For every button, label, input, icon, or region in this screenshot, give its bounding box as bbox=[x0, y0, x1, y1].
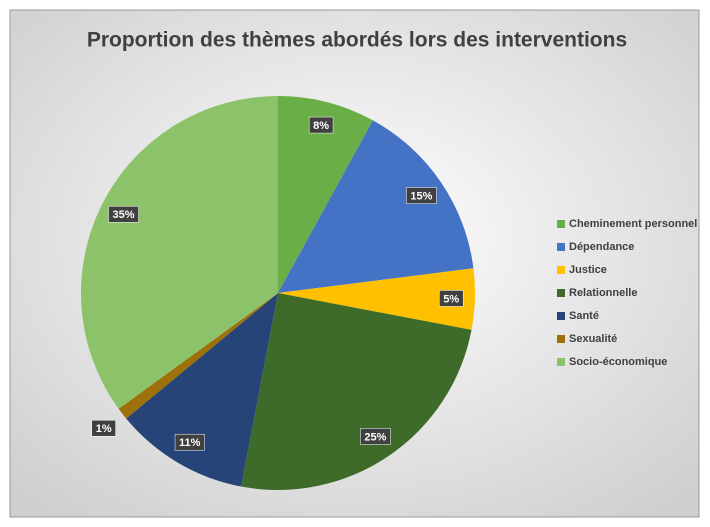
legend-swatch bbox=[557, 243, 565, 251]
data-label-box bbox=[406, 187, 437, 204]
legend-label: Justice bbox=[569, 264, 607, 276]
data-label: 8% bbox=[313, 120, 329, 132]
legend-swatch bbox=[557, 358, 565, 366]
data-label-box bbox=[439, 290, 464, 307]
legend-swatch bbox=[557, 289, 565, 297]
legend-swatch bbox=[557, 220, 565, 228]
legend-label: Relationnelle bbox=[569, 287, 637, 299]
data-label-box bbox=[360, 428, 391, 445]
legend-swatch bbox=[557, 266, 565, 274]
legend-swatch bbox=[557, 312, 565, 320]
chart-title: Proportion des thèmes abordés lors des i… bbox=[87, 29, 627, 52]
legend-label: Socio-économique bbox=[569, 356, 667, 368]
data-label: 1% bbox=[96, 423, 112, 435]
legend-swatch bbox=[557, 335, 565, 343]
data-label-box bbox=[108, 206, 139, 223]
data-label: 15% bbox=[410, 190, 432, 202]
pie-slice bbox=[81, 96, 278, 409]
pie-slice bbox=[118, 293, 278, 419]
data-label: 11% bbox=[179, 437, 201, 449]
data-label: 5% bbox=[443, 293, 459, 305]
legend-label: Sexualité bbox=[569, 333, 617, 345]
legend-label: Cheminement personnel bbox=[569, 218, 697, 230]
data-label-box bbox=[174, 433, 205, 451]
pie-slice bbox=[278, 96, 373, 293]
data-label-box bbox=[91, 419, 116, 437]
data-label-box bbox=[308, 116, 334, 134]
data-label: 35% bbox=[113, 209, 135, 221]
legend-label: Santé bbox=[569, 310, 599, 322]
pie-slice bbox=[126, 293, 278, 487]
legend-label: Dépendance bbox=[569, 241, 634, 253]
pie-slice bbox=[241, 293, 472, 490]
pie-slice bbox=[278, 120, 474, 293]
data-label: 25% bbox=[364, 431, 386, 443]
pie-slice bbox=[278, 268, 475, 330]
